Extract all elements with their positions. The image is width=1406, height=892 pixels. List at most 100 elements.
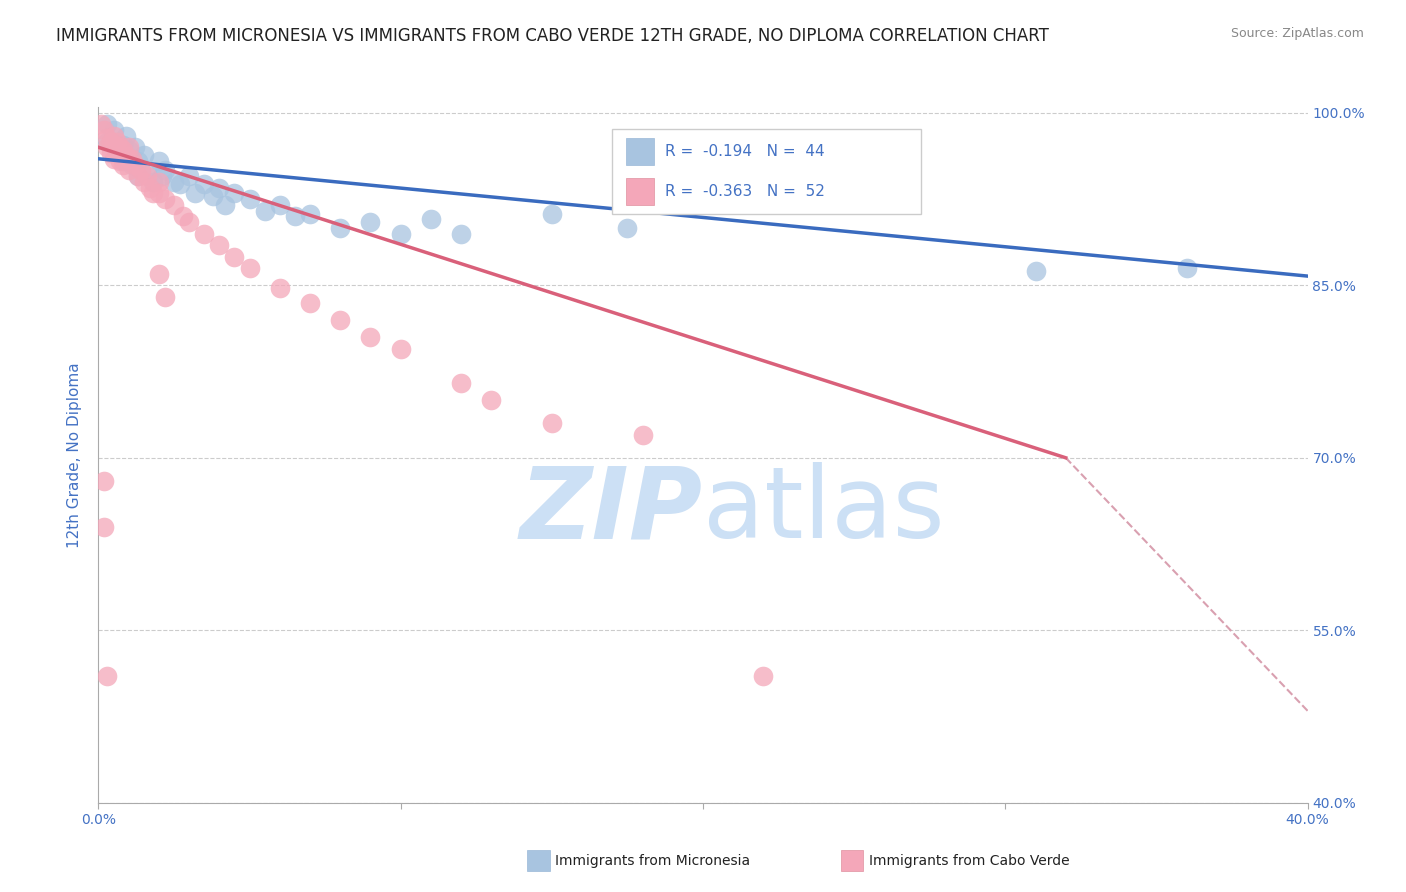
Point — [135, 169, 157, 183]
Point — [118, 140, 141, 154]
Point — [93, 123, 115, 137]
Point — [163, 175, 186, 189]
Point — [208, 238, 231, 252]
Y-axis label: 12th Grade, No Diploma: 12th Grade, No Diploma — [67, 362, 83, 548]
Point — [108, 146, 131, 161]
Point — [142, 186, 165, 201]
Point — [329, 313, 352, 327]
Point — [153, 290, 176, 304]
Point — [389, 342, 412, 356]
Point — [193, 177, 215, 191]
Point — [239, 192, 262, 206]
Point — [153, 163, 176, 178]
Point — [108, 154, 131, 169]
Point — [132, 148, 155, 162]
Point — [103, 128, 125, 143]
Point — [184, 186, 207, 201]
Text: ZIP: ZIP — [520, 462, 703, 559]
Point — [135, 163, 157, 178]
Point — [118, 163, 141, 178]
Point — [121, 152, 143, 166]
Point — [100, 146, 122, 161]
Point — [239, 260, 262, 275]
Text: Immigrants from Cabo Verde: Immigrants from Cabo Verde — [869, 854, 1070, 868]
Point — [111, 138, 134, 153]
Point — [450, 227, 472, 241]
Point — [108, 140, 131, 154]
Text: R =  -0.363   N =  52: R = -0.363 N = 52 — [665, 185, 825, 199]
Point — [420, 211, 443, 226]
Point — [148, 186, 170, 201]
Point — [450, 376, 472, 390]
Text: R =  -0.194   N =  44: R = -0.194 N = 44 — [665, 145, 825, 159]
Point — [253, 203, 276, 218]
Point — [150, 169, 173, 183]
Point — [121, 157, 143, 171]
Point — [214, 198, 236, 212]
Point — [114, 149, 136, 163]
Point — [153, 192, 176, 206]
Text: Source: ZipAtlas.com: Source: ZipAtlas.com — [1230, 27, 1364, 40]
Point — [631, 427, 654, 442]
Point — [93, 520, 115, 534]
Point — [129, 163, 152, 178]
Point — [616, 220, 638, 235]
Point — [299, 295, 322, 310]
Point — [148, 154, 170, 169]
Text: atlas: atlas — [703, 462, 945, 559]
Point — [118, 143, 141, 157]
Point — [299, 207, 322, 221]
Point — [96, 669, 118, 683]
Point — [105, 146, 128, 161]
Point — [96, 117, 118, 131]
Point — [105, 135, 128, 149]
Point — [202, 188, 225, 202]
Text: IMMIGRANTS FROM MICRONESIA VS IMMIGRANTS FROM CABO VERDE 12TH GRADE, NO DIPLOMA : IMMIGRANTS FROM MICRONESIA VS IMMIGRANTS… — [56, 27, 1049, 45]
Point — [100, 135, 122, 149]
Point — [179, 215, 201, 229]
Point — [132, 175, 155, 189]
Point — [179, 169, 201, 183]
Point — [224, 250, 246, 264]
Point — [389, 227, 412, 241]
Point — [127, 169, 149, 183]
Point — [540, 417, 562, 431]
Point — [111, 154, 134, 169]
Point — [124, 140, 146, 154]
Point — [124, 157, 146, 171]
Point — [139, 180, 162, 194]
Point — [96, 135, 118, 149]
Point — [111, 143, 134, 157]
Point — [224, 186, 246, 201]
Point — [103, 138, 125, 153]
Point — [169, 177, 191, 191]
Text: Immigrants from Micronesia: Immigrants from Micronesia — [555, 854, 751, 868]
Point — [93, 474, 115, 488]
Point — [103, 152, 125, 166]
Point — [752, 669, 775, 683]
Point — [96, 131, 118, 145]
Point — [127, 154, 149, 169]
Point — [329, 220, 352, 235]
Point — [163, 198, 186, 212]
Point — [1175, 260, 1198, 275]
Point — [269, 198, 291, 212]
Point — [142, 175, 165, 189]
Point — [127, 169, 149, 183]
Point — [208, 180, 231, 194]
Point — [269, 280, 291, 294]
Point — [111, 157, 134, 171]
Point — [114, 128, 136, 143]
Point — [360, 215, 382, 229]
Point — [783, 163, 806, 178]
Point — [172, 209, 194, 223]
Point — [360, 330, 382, 344]
Point — [540, 207, 562, 221]
Point — [118, 152, 141, 166]
Point — [118, 152, 141, 166]
Point — [96, 140, 118, 154]
Point — [148, 267, 170, 281]
Point — [481, 393, 503, 408]
Point — [148, 175, 170, 189]
Point — [193, 227, 215, 241]
